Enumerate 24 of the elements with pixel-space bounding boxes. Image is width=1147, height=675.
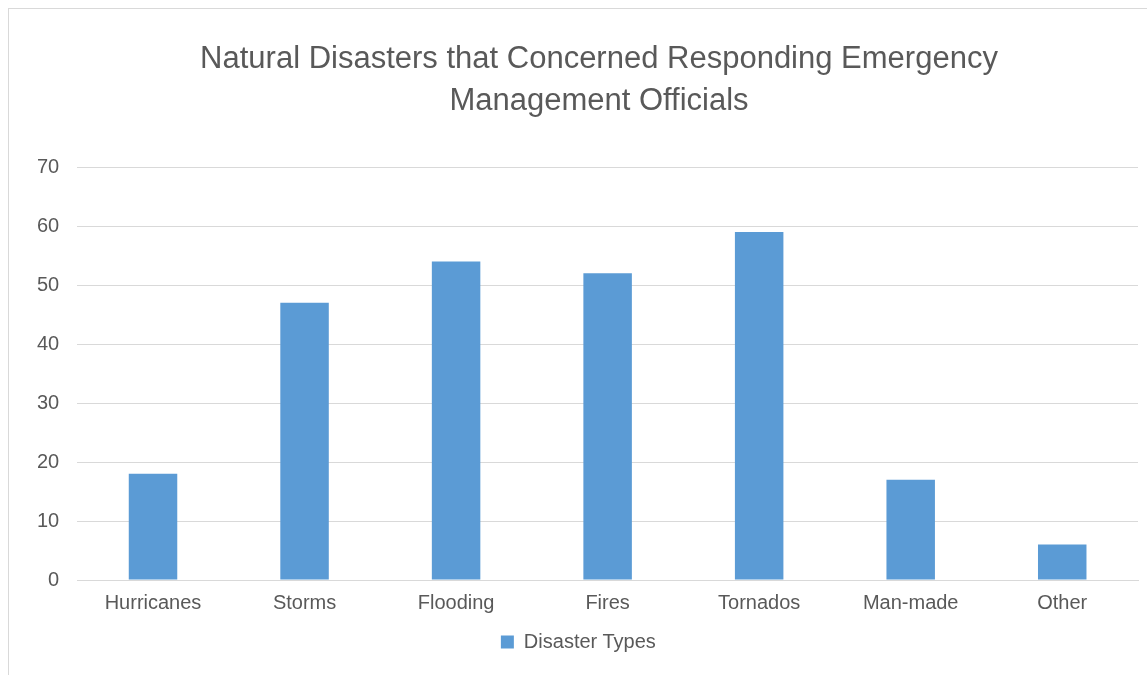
- x-tick-label: Flooding: [417, 590, 495, 613]
- bar: [583, 273, 632, 580]
- bar: [280, 302, 329, 580]
- y-tick-label: 30: [37, 390, 60, 413]
- x-tick-label: Man-made: [862, 590, 959, 613]
- bar: [431, 261, 481, 580]
- x-tick-label: Storms: [272, 590, 337, 613]
- legend-label: Disaster Types: [523, 629, 656, 652]
- x-tick-label: Fires: [585, 590, 630, 613]
- x-tick-label: Tornados: [718, 590, 801, 613]
- y-tick-label: 50: [37, 272, 60, 295]
- bar: [1037, 544, 1087, 580]
- bar: [734, 231, 784, 580]
- y-tick-label: 0: [48, 567, 60, 590]
- chart-title: Natural Disasters that Concerned Responding Emergency Management Officials: [199, 39, 999, 119]
- y-tick-label: 70: [37, 154, 60, 177]
- x-tick-label: Hurricanes: [104, 590, 202, 613]
- y-tick-label: 60: [37, 213, 60, 236]
- x-tick-label: Other: [1037, 590, 1088, 613]
- y-tick-label: 40: [37, 331, 60, 354]
- y-tick-label: 20: [37, 449, 60, 472]
- bar: [886, 479, 935, 580]
- y-tick-label: 10: [37, 508, 60, 531]
- bar: [128, 473, 178, 580]
